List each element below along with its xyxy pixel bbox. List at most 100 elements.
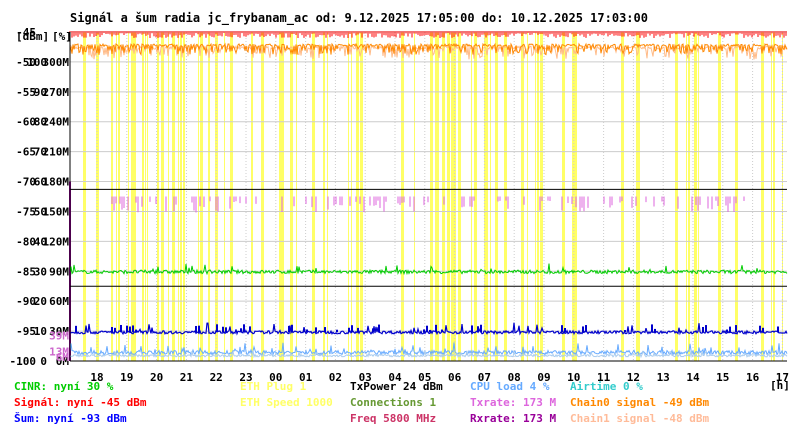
y-tick-dbm: -80 — [16, 235, 36, 248]
chain0-series — [69, 42, 788, 56]
y-tick-pct: 50 — [34, 205, 47, 218]
eth-bar — [180, 32, 182, 361]
eth-bar — [324, 32, 325, 361]
eth-bar — [535, 32, 536, 361]
legend-entry: Freq 5800 MHz — [350, 412, 436, 425]
x-tick-label: 07 — [478, 371, 491, 384]
y-tick-dbm: -95 — [16, 325, 36, 338]
y-tick-dbm: -45 — [16, 26, 36, 39]
noise-burst — [480, 324, 482, 333]
eth-bar — [282, 32, 284, 361]
noise-burst — [306, 329, 308, 333]
eth-bar — [474, 32, 477, 361]
y-tick-dbm: -90 — [16, 295, 36, 308]
noise-burst — [132, 325, 134, 333]
x-tick-label: 12 — [627, 371, 640, 384]
y-tick-dbm: -85 — [16, 265, 36, 278]
noise-burst — [351, 325, 353, 333]
eth-bar — [147, 32, 148, 361]
legend-entry: Rxrate: 173 M — [470, 412, 556, 425]
eth-bar — [133, 32, 136, 361]
noise-burst — [777, 326, 779, 333]
y-tick-pct: 20 — [34, 295, 47, 308]
eth-bar — [437, 32, 439, 361]
y-tick-pct: 0 — [40, 355, 47, 368]
x-tick-label: 01 — [299, 371, 313, 384]
noise-burst — [561, 325, 563, 333]
y-marker: 13M — [49, 345, 69, 358]
y-tick-rate: 210M — [43, 146, 70, 159]
y-tick-dbm: -65 — [16, 146, 36, 159]
x-tick-label: 08 — [508, 371, 521, 384]
eth-bar — [351, 32, 352, 361]
x-tick-label: 02 — [329, 371, 342, 384]
eth-bar — [142, 32, 144, 361]
noise-burst — [654, 328, 656, 333]
y-tick-pct: 100 — [27, 56, 47, 69]
y-tick-rate: 180M — [43, 176, 70, 189]
eth-bar — [161, 32, 164, 361]
eth-bar — [131, 32, 133, 361]
eth-bar — [521, 32, 524, 361]
y-tick-rate: 0M — [56, 355, 70, 368]
eth-bar — [458, 32, 461, 361]
noise-burst — [111, 327, 113, 333]
y-tick-pct: 80 — [34, 116, 47, 129]
unit-pct: [%] — [52, 30, 72, 43]
x-tick-label: 03 — [359, 371, 372, 384]
noise-burst — [726, 329, 728, 333]
eth-bar — [484, 32, 486, 361]
y-tick-rate: 120M — [43, 235, 70, 248]
noise-burst — [114, 327, 116, 333]
x-tick-label: 16 — [746, 371, 760, 384]
y-tick-dbm: -75 — [16, 205, 36, 218]
eth-bar — [118, 32, 120, 361]
noise-burst — [705, 325, 707, 333]
eth-bar — [168, 32, 169, 361]
noise-burst — [315, 327, 317, 333]
eth-bar — [200, 32, 203, 361]
eth-bar — [183, 32, 185, 361]
y-tick-pct: 90 — [34, 86, 47, 99]
eth-bar — [157, 32, 159, 361]
eth-bar — [537, 32, 539, 361]
noise-burst — [135, 329, 137, 333]
eth-bar — [251, 32, 253, 361]
y-tick-pct: 70 — [34, 146, 47, 159]
x-tick-label: 05 — [418, 371, 431, 384]
y-tick-dbm: -50 — [16, 56, 36, 69]
eth-bar — [451, 32, 454, 361]
eth-bar — [636, 32, 639, 361]
x-tick-label: 04 — [388, 371, 402, 384]
x-tick-label: 06 — [448, 371, 462, 384]
noise-burst — [303, 328, 305, 333]
noise-burst — [222, 326, 224, 333]
eth-bar — [261, 32, 264, 361]
noise-burst — [240, 328, 242, 333]
eth-bar — [178, 32, 179, 361]
eth-bar — [718, 32, 721, 361]
x-tick-label: 11 — [597, 371, 611, 384]
cpu-series — [69, 342, 788, 357]
noise-burst — [471, 325, 473, 333]
eth-bar — [688, 32, 690, 361]
y-marker: 6M — [56, 351, 70, 364]
eth-bar — [290, 32, 293, 361]
noise-burst — [429, 329, 431, 333]
noise-burst — [243, 324, 245, 333]
legend-entry: Airtime 0 % — [570, 380, 643, 393]
noise-series — [69, 322, 788, 336]
eth-bar — [323, 32, 324, 361]
eth-bar — [773, 32, 775, 361]
noise-burst — [582, 326, 584, 333]
eth-bar — [540, 32, 542, 361]
eth-bar — [435, 32, 437, 361]
eth-bar — [208, 32, 210, 361]
noise-burst — [477, 326, 479, 333]
noise-burst — [348, 327, 350, 333]
eth-bar — [361, 32, 363, 361]
x-axis: 18 19 20 21 22 23 00 01 02 03 04 05 06 07 08 09 10 11 12 13… — [90, 371, 789, 384]
eth-bar — [279, 32, 282, 361]
eth-bar — [96, 32, 99, 361]
x-unit: [h] — [770, 379, 790, 392]
